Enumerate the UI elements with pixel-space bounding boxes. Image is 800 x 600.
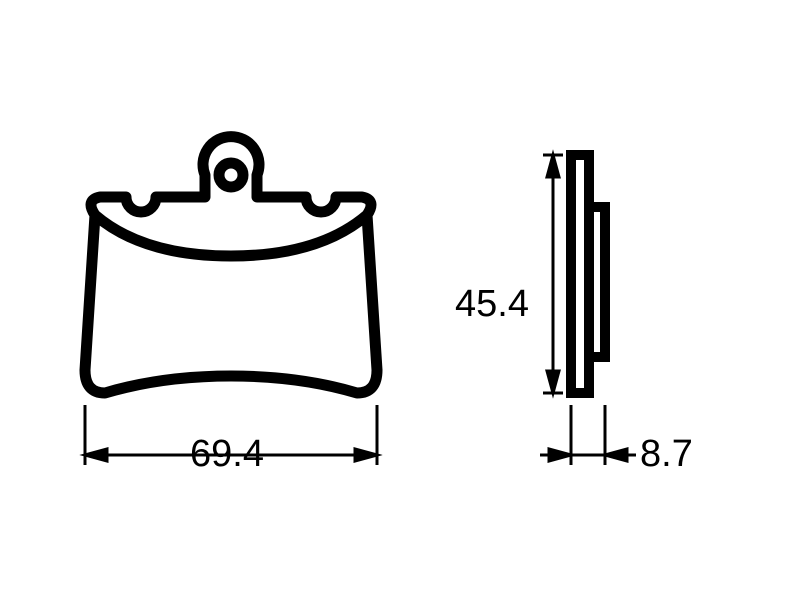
brake-pad-diagram <box>0 0 800 600</box>
pad-outline <box>85 137 377 393</box>
front-view <box>85 137 377 393</box>
dim-height <box>543 155 563 393</box>
dim-thick <box>540 405 636 465</box>
side-friction <box>589 207 605 357</box>
dim-height-label: 45.4 <box>455 283 529 326</box>
tab-hole <box>219 163 243 187</box>
dim-width-label: 69.4 <box>190 433 264 476</box>
side-view <box>571 155 605 393</box>
dim-thick-label: 8.7 <box>640 433 693 476</box>
